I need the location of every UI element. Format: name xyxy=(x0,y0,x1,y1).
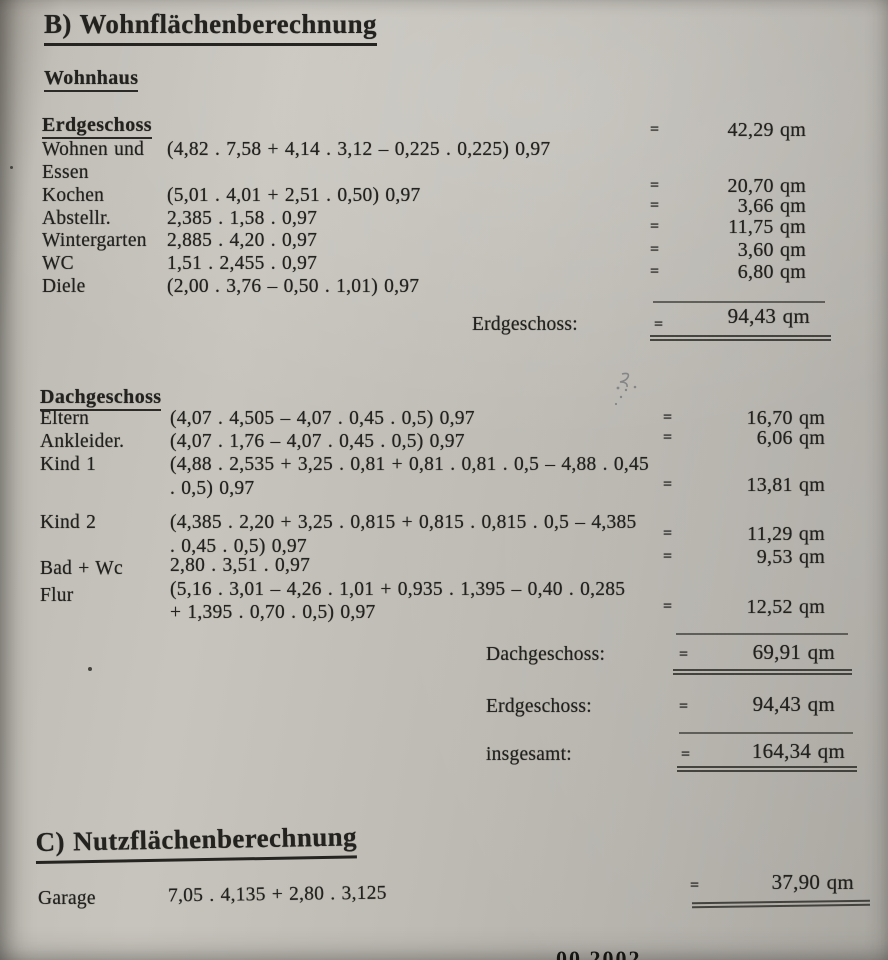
row-value: 11,75 qm xyxy=(728,216,806,238)
equals-sign: = xyxy=(650,177,660,194)
row-label: Wohnen und xyxy=(42,139,145,160)
equals-sign: = xyxy=(654,316,664,333)
equals-sign: = xyxy=(681,746,691,763)
equals-sign: = xyxy=(690,877,700,894)
ink-squiggle-mark xyxy=(600,370,646,415)
equals-sign: = xyxy=(663,429,673,446)
row-label: Ankleider. xyxy=(40,431,125,452)
equals-sign: = xyxy=(679,646,689,663)
row-formula: 1,51 . 2,455 . 0,97 xyxy=(167,253,318,274)
equals-sign: = xyxy=(679,698,689,715)
sum-double-rule xyxy=(673,669,852,675)
row-label: Essen xyxy=(42,162,89,183)
equals-sign: = xyxy=(650,121,660,138)
row-formula: (4,82 . 7,58 + 4,14 . 3,12 – 0,225 . 0,2… xyxy=(167,139,551,160)
row-label: Flur xyxy=(40,585,74,606)
stray-dot xyxy=(88,667,92,671)
stray-dot xyxy=(10,166,13,169)
row-value: 3,66 qm xyxy=(737,195,806,217)
row-formula: (4,88 . 2,535 + 3,25 . 0,81 + 0,81 . 0,8… xyxy=(170,454,649,475)
dachgeschoss-heading: Dachgeschoss xyxy=(40,386,162,411)
row-value: 9,53 qm xyxy=(756,546,825,568)
equals-sign: = xyxy=(663,476,673,493)
summary-dachgeschoss-value: 69,91 qm xyxy=(752,640,835,664)
row-value: 6,06 qm xyxy=(756,427,825,449)
row-label: Abstellr. xyxy=(42,208,111,229)
row-formula: . 0,5) 0,97 xyxy=(170,478,255,499)
row-value: 42,29 qm xyxy=(727,119,806,141)
row-formula: (5,16 . 3,01 – 4,26 . 1,01 + 0,935 . 1,3… xyxy=(170,579,626,600)
sum-overline xyxy=(676,633,848,635)
row-label: Kind 2 xyxy=(40,512,97,533)
row-formula: 2,385 . 1,58 . 0,97 xyxy=(167,208,318,229)
garage-formula: 7,05 . 4,135 + 2,80 . 3,125 xyxy=(167,882,387,907)
equals-sign: = xyxy=(650,197,660,214)
row-label: Wintergarten xyxy=(42,230,147,251)
equals-sign: = xyxy=(663,525,673,542)
erdgeschoss-heading: Erdgeschoss xyxy=(42,114,152,139)
row-label: WC xyxy=(42,253,74,274)
equals-sign: = xyxy=(663,598,673,615)
row-formula: 2,885 . 4,20 . 0,97 xyxy=(167,230,318,251)
equals-sign: = xyxy=(663,409,673,426)
row-label: Kind 1 xyxy=(40,454,97,475)
section-c-title: C) Nutzflächenberechnung xyxy=(35,821,358,864)
equals-sign: = xyxy=(650,218,660,235)
row-value: 3,60 qm xyxy=(737,239,806,261)
row-formula: . 0,45 . 0,5) 0,97 xyxy=(170,536,307,557)
row-value: 11,29 qm xyxy=(747,523,825,545)
summary-dachgeschoss-label: Dachgeschoss: xyxy=(486,644,606,665)
summary-total-label: insgesamt: xyxy=(486,744,572,765)
row-label: Bad + Wc xyxy=(40,558,123,579)
row-value: 16,70 qm xyxy=(746,407,825,429)
garage-label: Garage xyxy=(38,888,96,909)
section-b-title: B) Wohnflächenberechnung xyxy=(44,9,377,46)
row-formula: 2,80 . 3,51 . 0,97 xyxy=(170,555,311,576)
equals-sign: = xyxy=(650,241,660,258)
row-formula: (4,07 . 1,76 – 4,07 . 0,45 . 0,5) 0,97 xyxy=(170,431,465,452)
summary-erdgeschoss-label: Erdgeschoss: xyxy=(486,696,592,717)
row-label: Kochen xyxy=(42,185,105,206)
sum-overline xyxy=(679,732,853,734)
equals-sign: = xyxy=(663,548,673,565)
sum-double-rule xyxy=(650,335,831,341)
row-formula: (5,01 . 4,01 + 2,51 . 0,50) 0,97 xyxy=(167,185,421,206)
row-value: 13,81 qm xyxy=(746,474,825,496)
sum-double-rule xyxy=(677,766,857,772)
sum-double-rule xyxy=(691,899,871,909)
row-label: Diele xyxy=(42,276,86,297)
summary-total-value: 164,34 qm xyxy=(751,739,845,763)
sum-overline xyxy=(653,301,825,303)
row-formula: + 1,395 . 0,70 . 0,5) 0,97 xyxy=(170,602,376,623)
wohnhaus-subtitle: Wohnhaus xyxy=(44,67,139,92)
erdgeschoss-subtotal-label: Erdgeschoss: xyxy=(472,314,578,335)
equals-sign: = xyxy=(650,263,660,280)
row-formula: (2,00 . 3,76 – 0,50 . 1,01) 0,97 xyxy=(167,276,420,297)
garage-value: 37,90 qm xyxy=(771,870,854,894)
row-formula: (4,385 . 2,20 + 3,25 . 0,815 + 0,815 . 0… xyxy=(170,512,637,533)
row-value: 20,70 qm xyxy=(727,175,806,197)
row-value: 12,52 qm xyxy=(746,596,825,618)
summary-erdgeschoss-value: 94,43 qm xyxy=(752,692,835,716)
row-formula: (4,07 . 4,505 – 4,07 . 0,45 . 0,5) 0,97 xyxy=(170,408,475,429)
bottom-cutoff-text: 00.2002 xyxy=(556,946,642,960)
row-value: 6,80 qm xyxy=(737,261,806,283)
erdgeschoss-subtotal-value: 94,43 qm xyxy=(727,304,810,328)
row-label: Eltern xyxy=(40,408,90,429)
